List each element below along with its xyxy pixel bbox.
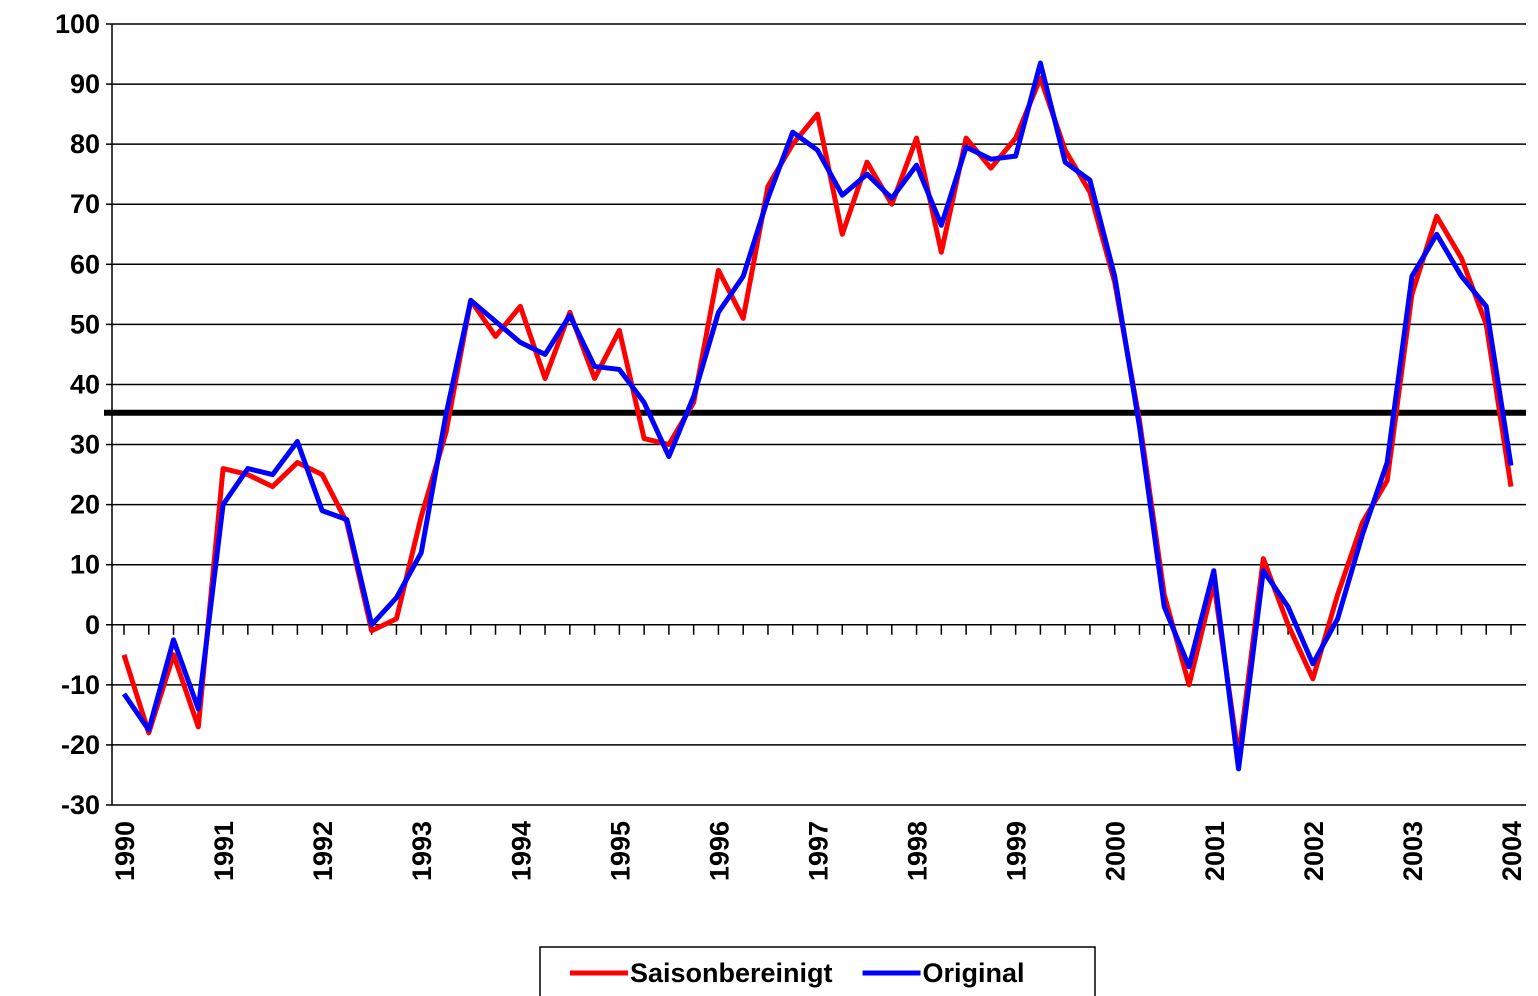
x-tick-label: 1993 (407, 821, 437, 881)
x-tick-label: 1999 (1002, 821, 1032, 881)
y-tick-label: 50 (70, 309, 100, 339)
legend: Saisonbereinigt Original (539, 946, 1096, 996)
y-tick-label: 90 (70, 69, 100, 99)
legend-box (539, 946, 1096, 996)
y-tick-label: 0 (85, 610, 100, 640)
x-tick-label: 1997 (804, 821, 834, 881)
x-tick-label: 1998 (903, 821, 933, 881)
y-tick-label: 70 (70, 189, 100, 219)
y-tick-label: 80 (70, 129, 100, 159)
y-tick-label: 20 (70, 490, 100, 520)
x-tick-label: 1992 (308, 821, 338, 881)
legend-label: Saisonbereinigt (630, 958, 833, 988)
x-tick-label: 2001 (1200, 821, 1230, 881)
x-tick-label: 1994 (506, 821, 536, 881)
x-tick-label: 2002 (1299, 821, 1329, 881)
x-tick-label: 2000 (1101, 821, 1131, 881)
y-tick-label: 100 (55, 9, 100, 39)
series-line (121, 60, 1514, 772)
x-tick-label: 1990 (110, 821, 140, 881)
y-tick-label: 40 (70, 369, 100, 399)
y-tick-label: 30 (70, 430, 100, 460)
y-tick-label: 10 (70, 550, 100, 580)
y-tick-label: -10 (61, 670, 100, 700)
y-tick-label: -20 (61, 730, 100, 760)
y-tick-label: -30 (61, 790, 100, 820)
x-tick-label: 1995 (605, 821, 635, 881)
series-line (121, 75, 1514, 760)
legend-label: Original (923, 958, 1025, 988)
x-tick-label: 2003 (1398, 821, 1428, 881)
y-tick-label: 60 (70, 249, 100, 279)
x-tick-label: 1991 (209, 821, 239, 881)
x-tick-label: 2004 (1497, 821, 1527, 881)
x-tick-label: 1996 (704, 821, 734, 881)
